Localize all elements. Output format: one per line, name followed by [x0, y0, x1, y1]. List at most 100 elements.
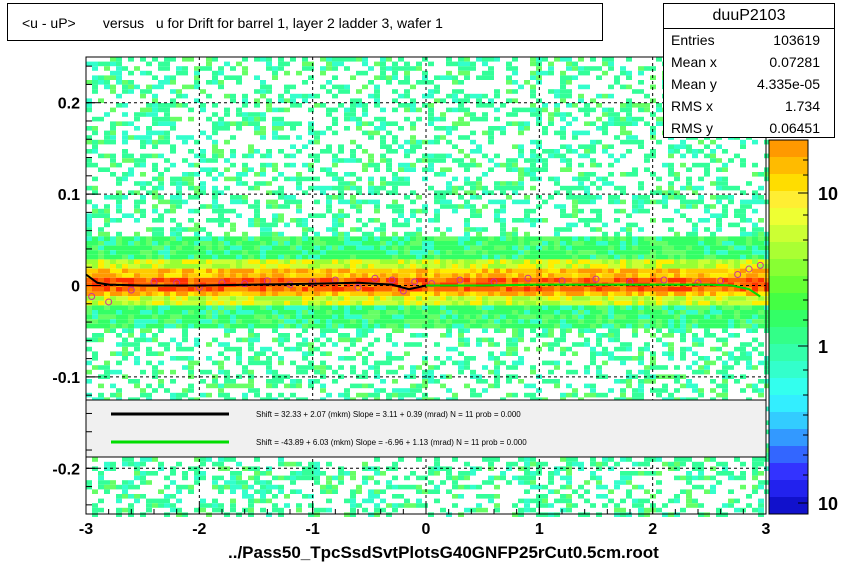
heat-cell — [242, 277, 248, 283]
heat-cell — [194, 296, 200, 301]
heat-cell — [464, 218, 470, 223]
heat-cell — [128, 153, 134, 159]
heat-cell — [104, 213, 110, 218]
heat-cell — [140, 369, 146, 375]
heat-cell — [110, 369, 116, 375]
heat-cell — [392, 245, 398, 251]
heat-cell — [338, 176, 344, 182]
heat-cell — [182, 172, 188, 177]
heat-cell — [290, 277, 296, 283]
heat-cell — [440, 300, 446, 306]
heat-cell — [278, 135, 284, 140]
heat-cell — [200, 158, 206, 163]
heat-cell — [116, 121, 122, 126]
heat-cell — [230, 208, 236, 214]
heat-cell — [290, 126, 296, 131]
heat-cell — [338, 273, 344, 278]
heat-cell — [302, 337, 308, 343]
heat-cell — [278, 126, 284, 131]
heat-cell — [110, 305, 116, 310]
heat-cell — [512, 273, 518, 278]
heat-cell — [122, 337, 128, 343]
heat-cell — [332, 222, 338, 228]
heat-cell — [296, 383, 302, 389]
heat-cell — [128, 296, 134, 301]
heat-cell — [254, 296, 260, 301]
heat-cell — [458, 494, 464, 499]
heat-cell — [512, 291, 518, 297]
heat-cell — [290, 218, 296, 223]
heat-cell — [296, 70, 302, 76]
heat-cell — [206, 319, 212, 324]
heat-cell — [356, 116, 362, 122]
heat-cell — [476, 484, 482, 490]
heat-cell — [530, 507, 536, 513]
heat-cell — [596, 185, 602, 191]
heat-cell — [518, 328, 524, 333]
heat-cell — [470, 264, 476, 269]
heat-cell — [614, 218, 620, 223]
heat-cell — [404, 392, 410, 398]
heat-cell — [596, 254, 602, 260]
heat-cell — [326, 296, 332, 301]
heat-cell — [620, 512, 626, 517]
heat-cell — [122, 356, 128, 361]
heat-cell — [500, 208, 506, 214]
heat-cell — [314, 185, 320, 191]
heat-cell — [320, 319, 326, 324]
heat-cell — [374, 236, 380, 241]
heat-cell — [356, 103, 362, 108]
heat-cell — [590, 98, 596, 103]
heat-cell — [578, 512, 584, 517]
heat-cell — [254, 130, 260, 136]
heat-cell — [434, 89, 440, 94]
heat-cell — [182, 392, 188, 398]
heat-cell — [200, 300, 206, 306]
heat-cell — [110, 314, 116, 320]
heat-cell — [404, 259, 410, 264]
heat-cell — [446, 93, 452, 99]
heat-cell — [380, 323, 386, 329]
heat-cell — [176, 89, 182, 94]
heat-cell — [170, 296, 176, 301]
heat-cell — [158, 80, 164, 85]
heat-cell — [422, 489, 428, 494]
heat-cell — [572, 310, 578, 315]
heat-cell — [482, 116, 488, 122]
heat-cell — [272, 190, 278, 195]
heat-cell — [428, 158, 434, 163]
heat-cell — [590, 181, 596, 186]
heat-cell — [560, 144, 566, 149]
heat-cell — [392, 176, 398, 182]
heat-cell — [452, 457, 458, 462]
heat-cell — [266, 305, 272, 310]
heat-cell — [314, 254, 320, 260]
heat-cell — [86, 480, 92, 485]
heat-cell — [188, 241, 194, 246]
heat-cell — [134, 379, 140, 384]
heat-cell — [242, 300, 248, 306]
heat-cell — [374, 227, 380, 232]
heat-cell — [596, 475, 602, 481]
heat-cell — [350, 236, 356, 241]
heat-cell — [578, 185, 584, 191]
heat-cell — [290, 176, 296, 182]
heat-cell — [284, 222, 290, 228]
heat-cell — [596, 259, 602, 264]
heat-cell — [608, 323, 614, 329]
heat-cell — [602, 319, 608, 324]
heat-cell — [632, 245, 638, 251]
heat-cell — [176, 512, 182, 517]
heat-cell — [446, 185, 452, 191]
heat-cell — [308, 162, 314, 168]
heat-cell — [620, 310, 626, 315]
heat-cell — [98, 305, 104, 310]
heat-cell — [92, 287, 98, 292]
heat-cell — [122, 494, 128, 499]
heat-cell — [146, 245, 152, 251]
heat-cell — [518, 305, 524, 310]
heat-cell — [620, 323, 626, 329]
heat-cell — [122, 342, 128, 347]
heat-cell — [494, 356, 500, 361]
heat-cell — [122, 300, 128, 306]
